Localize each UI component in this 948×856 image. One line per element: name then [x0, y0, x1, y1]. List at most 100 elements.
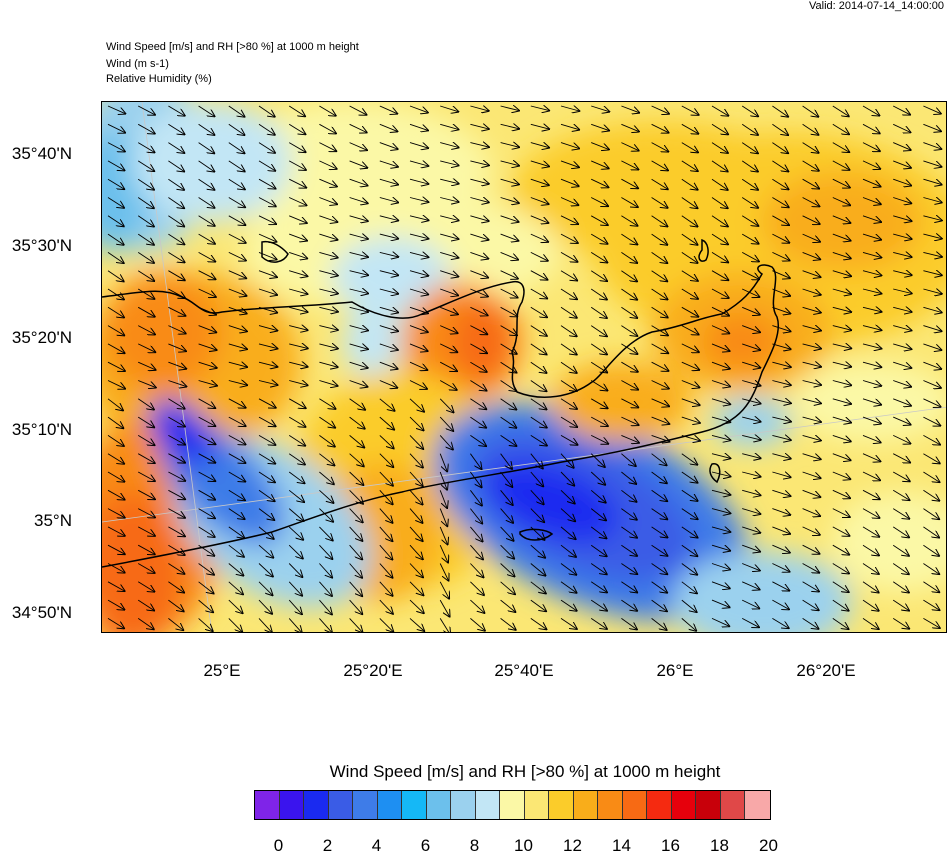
- wind-arrow-144: [228, 197, 245, 208]
- wind-arrow-572: [470, 471, 481, 487]
- wind-arrow-25: [862, 105, 879, 116]
- wind-arrow-51: [802, 123, 819, 135]
- wind-arrow-280: [107, 288, 124, 300]
- wind-arrow-579: [681, 471, 698, 483]
- wind-arrow-166: [893, 197, 911, 204]
- wind-arrow-694: [772, 544, 789, 553]
- wind-arrow-216: [711, 233, 728, 244]
- wind-arrow-495: [681, 416, 700, 423]
- wind-arrow-479: [198, 416, 216, 426]
- colorbar-tick-1: 2: [322, 836, 333, 855]
- wind-arrow-485: [379, 416, 394, 430]
- wind-arrow-583: [802, 471, 821, 478]
- wind-arrow-172: [228, 215, 246, 225]
- wind-arrow-595: [319, 489, 333, 503]
- wind-arrow-705: [258, 563, 273, 577]
- wind-arrow-124: [470, 179, 488, 184]
- wind-arrow-464: [590, 398, 607, 409]
- wind-arrow-354: [651, 325, 668, 336]
- wind-arrow-287: [319, 289, 337, 294]
- wind-arrow-312: [228, 306, 247, 313]
- colorbar-swatch-20: [745, 791, 770, 819]
- wind-arrow-69: [500, 143, 519, 148]
- wind-arrow-369: [258, 344, 277, 349]
- wind-arrow-472: [832, 399, 851, 404]
- wind-arrow-60: [228, 142, 245, 154]
- wind-arrow-208: [470, 233, 488, 240]
- wind-arrow-577: [621, 471, 636, 484]
- wind-arrow-626: [409, 508, 423, 523]
- wind-arrow-786: [168, 618, 183, 630]
- wind-arrow-575: [560, 471, 574, 486]
- wind-arrow-632: [590, 508, 606, 521]
- wind-arrow-688: [590, 544, 607, 556]
- wind-arrow-744: [590, 581, 607, 593]
- wind-arrow-541: [379, 453, 394, 467]
- colorbar-swatch-13: [573, 791, 598, 819]
- wind-arrow-127: [560, 178, 579, 186]
- wind-arrow-282: [168, 288, 185, 298]
- wind-arrow-525: [742, 435, 761, 440]
- wind-arrow-36: [349, 123, 367, 132]
- wind-arrow-603: [560, 489, 575, 503]
- wind-arrow-686: [530, 544, 545, 558]
- wind-arrow-219: [802, 233, 820, 242]
- wind-arrow-442: [772, 381, 790, 386]
- wind-arrow-420: [107, 380, 125, 389]
- wind-arrow-87: [198, 160, 215, 172]
- wind-arrow-350: [530, 325, 547, 336]
- wind-arrow-114: [168, 178, 184, 190]
- wind-arrow-742: [530, 581, 546, 594]
- wind-arrow-683: [439, 545, 448, 562]
- wind-arrow-225: [137, 252, 154, 263]
- wind-arrow-211: [560, 233, 578, 243]
- wind-arrow-273: [741, 270, 759, 280]
- wind-arrow-89: [258, 160, 275, 171]
- wind-arrow-645: [137, 526, 155, 536]
- wind-arrow-433: [500, 380, 517, 392]
- wind-arrow-716: [590, 563, 607, 575]
- wind-arrow-667: [802, 526, 820, 535]
- wind-arrow-76: [711, 142, 728, 153]
- wind-arrow-807: [802, 618, 819, 628]
- wind-arrow-383: [681, 343, 699, 352]
- wind-arrow-465: [621, 398, 638, 408]
- wind-arrow-65: [379, 142, 398, 150]
- wind-arrow-793: [379, 618, 394, 632]
- wind-arrow-738: [409, 581, 423, 596]
- wind-arrow-228: [228, 251, 246, 260]
- wind-arrow-103: [681, 160, 698, 171]
- wind-arrow-162: [772, 197, 788, 208]
- wind-arrow-196: [107, 233, 124, 245]
- wind-arrow-374: [409, 343, 428, 351]
- wind-arrow-256: [228, 270, 246, 279]
- wind-arrow-507: [198, 435, 216, 444]
- wind-arrow-698: [892, 544, 909, 556]
- wind-arrow-529: [862, 434, 881, 442]
- colorbar-tick-9: 18: [710, 836, 729, 855]
- wind-arrow-139: [923, 178, 941, 184]
- wind-arrow-417: [862, 362, 881, 367]
- wind-arrow-439: [681, 380, 700, 388]
- wind-arrow-62: [288, 142, 305, 153]
- wind-arrow-418: [893, 361, 911, 368]
- wind-arrow-590: [168, 489, 185, 499]
- wind-arrow-284: [228, 288, 247, 296]
- wind-arrow-357: [742, 325, 760, 333]
- wind-arrow-186: [651, 215, 668, 227]
- wind-arrow-808: [832, 618, 849, 629]
- colorbar-swatch-18: [696, 791, 721, 819]
- wind-arrow-778: [772, 599, 789, 609]
- wind-arrow-684: [470, 544, 483, 559]
- wind-arrow-290: [409, 288, 428, 295]
- wind-arrow-522: [651, 434, 670, 441]
- wind-arrow-493: [621, 416, 638, 425]
- wind-arrow-421: [138, 380, 156, 388]
- wind-arrow-701: [137, 563, 154, 574]
- wind-arrow-406: [530, 361, 547, 373]
- wind-arrow-510: [288, 435, 305, 445]
- wind-arrow-389: [862, 344, 881, 349]
- wind-arrow-644: [107, 526, 125, 536]
- wind-arrow-388: [832, 344, 852, 349]
- wind-arrow-35: [319, 123, 336, 133]
